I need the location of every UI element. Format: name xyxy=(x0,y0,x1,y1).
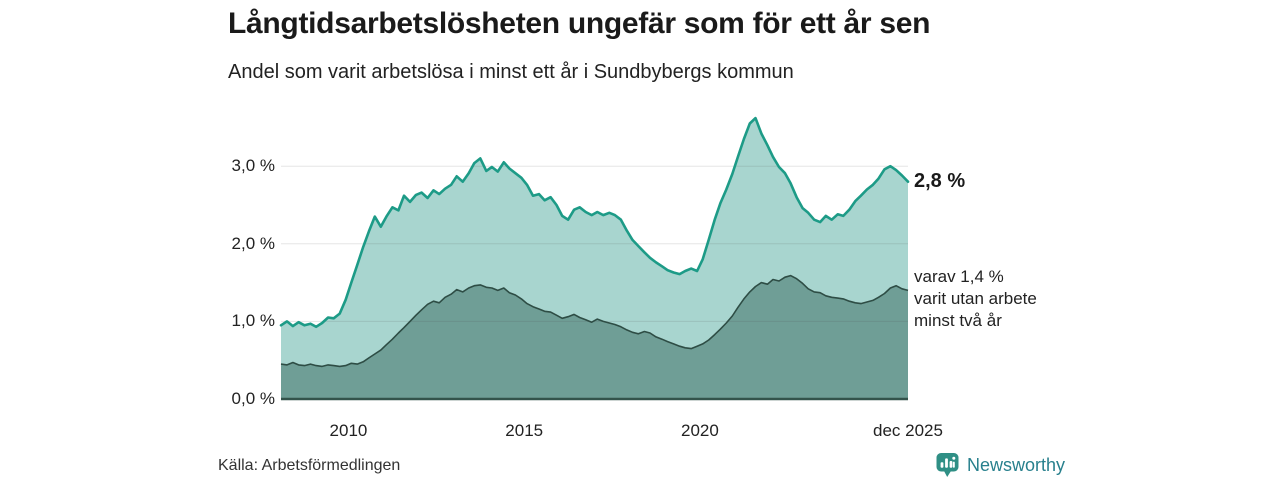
chart-title: Långtidsarbetslösheten ungefär som för e… xyxy=(228,7,931,40)
x-tick-label: 2010 xyxy=(329,421,368,440)
x-tick-label: 2020 xyxy=(681,421,719,440)
y-tick-label: 1,0 % xyxy=(231,311,275,331)
chart-subtitle: Andel som varit arbetslösa i minst ett å… xyxy=(228,61,794,83)
x-tick-label: dec 2025 xyxy=(873,421,943,440)
newsworthy-logo: Newsworthy xyxy=(935,452,1065,478)
series-area-2 xyxy=(281,275,908,399)
source-text: Källa: Arbetsförmedlingen xyxy=(218,457,401,474)
newsworthy-logo-icon xyxy=(936,453,959,477)
annotation-latest-value: 2,8 % xyxy=(914,170,966,192)
series-line-2 xyxy=(280,274,909,368)
annotation-secondary-series: varav 1,4 % varit utan arbete minst två … xyxy=(914,267,1037,331)
y-tick-label: 3,0 % xyxy=(231,156,275,176)
newsworthy-logo-text: Newsworthy xyxy=(967,454,1066,475)
x-tick-label: 2015 xyxy=(505,421,544,440)
y-tick-label: 2,0 % xyxy=(231,233,275,253)
series-line-1 xyxy=(279,116,910,329)
y-tick-label: 0,0 % xyxy=(231,389,275,408)
